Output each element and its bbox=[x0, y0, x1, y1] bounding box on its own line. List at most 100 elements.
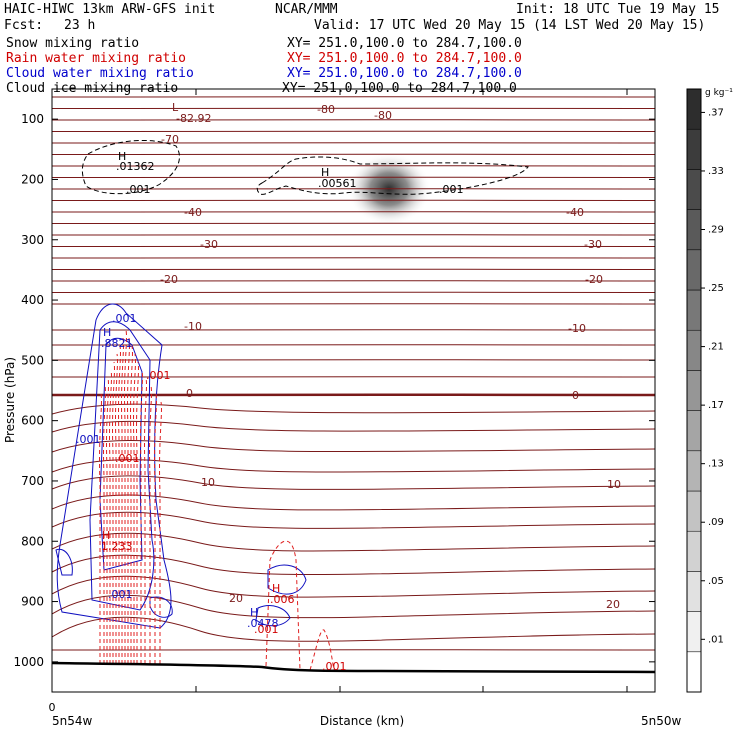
extrema-h2-value: .00561 bbox=[318, 177, 357, 190]
contour-label: .001 bbox=[146, 369, 171, 382]
rain-contour bbox=[309, 629, 335, 671]
rain-contour bbox=[99, 393, 102, 664]
plot-frame bbox=[51, 88, 656, 693]
isotherm-label: 20 bbox=[606, 598, 620, 611]
isotherm bbox=[52, 420, 655, 433]
ice-contour-right bbox=[256, 156, 529, 195]
isotherm bbox=[52, 222, 655, 225]
cloud-contour bbox=[89, 321, 155, 611]
isotherm bbox=[52, 532, 655, 552]
colorbar-tick-label: .01 bbox=[708, 634, 724, 645]
isotherm bbox=[52, 393, 655, 397]
colorbar-swatch bbox=[686, 88, 702, 130]
colorbar-tick-label: .21 bbox=[708, 342, 724, 353]
field-xy-snow: XY= 251.0,100.0 to 284.7,100.0 bbox=[287, 36, 522, 51]
isotherm bbox=[52, 494, 655, 511]
isotherm bbox=[52, 107, 655, 110]
isotherm bbox=[52, 280, 655, 282]
y-tick-label: 700 bbox=[21, 474, 44, 488]
header-fcst-label: Fcst: bbox=[4, 18, 43, 33]
colorbar-frame bbox=[686, 88, 702, 693]
isotherm bbox=[52, 575, 655, 598]
isotherm bbox=[52, 153, 655, 156]
isotherm bbox=[52, 359, 655, 361]
cloud-ice-contours bbox=[81, 139, 529, 195]
colorbar-swatch bbox=[686, 410, 702, 452]
isotherm bbox=[52, 594, 655, 619]
x-axis-zero-label: 0 bbox=[49, 701, 56, 714]
isotherm-label: -20 bbox=[160, 273, 178, 286]
isotherm bbox=[52, 176, 655, 179]
rain-contour bbox=[115, 353, 118, 664]
y-tick-label: 100 bbox=[21, 112, 44, 126]
rain-contour bbox=[124, 329, 127, 664]
colorbar-swatch bbox=[686, 370, 702, 411]
extrema-low-marker: L bbox=[172, 101, 179, 114]
colorbar-swatch bbox=[686, 169, 702, 210]
isotherm bbox=[52, 130, 655, 133]
extrema-low-value: -82.92 bbox=[176, 112, 211, 125]
isotherm bbox=[52, 649, 655, 651]
colorbar-swatch bbox=[686, 651, 702, 693]
contour-label: .001 bbox=[108, 588, 133, 601]
rain-contour bbox=[149, 385, 152, 664]
isotherm bbox=[52, 188, 655, 190]
colorbar-swatch bbox=[686, 209, 702, 251]
rain-contour bbox=[265, 540, 301, 671]
field-xy-rain: XY= 251.0,100.0 to 284.7,100.0 bbox=[287, 51, 522, 66]
isotherm bbox=[52, 291, 655, 294]
extrema-h3-value: .8821 bbox=[101, 337, 133, 350]
isotherm bbox=[52, 96, 655, 98]
isotherm-label: -10 bbox=[568, 322, 586, 335]
isotherm bbox=[52, 119, 655, 121]
cloud-contour bbox=[149, 596, 173, 618]
cloud-contour bbox=[267, 564, 307, 595]
y-tick-label: 200 bbox=[21, 172, 44, 186]
field-label-rain: Rain water mixing ratio bbox=[6, 51, 186, 66]
colorbar-tick-label: .33 bbox=[708, 166, 724, 177]
isotherm bbox=[52, 211, 655, 213]
isotherm bbox=[52, 234, 655, 236]
rain-contour bbox=[109, 369, 112, 664]
colorbar-swatch bbox=[686, 289, 702, 331]
colorbar-tick-label: .05 bbox=[708, 576, 724, 587]
colorbar-swatch bbox=[686, 490, 702, 532]
colorbar-swatch bbox=[686, 611, 702, 653]
contour-label: .001 bbox=[254, 623, 279, 636]
isotherm bbox=[52, 511, 655, 529]
cloud-contour bbox=[56, 303, 172, 629]
rain-water-small-contours bbox=[265, 540, 335, 671]
y-tick-label: 900 bbox=[21, 595, 44, 609]
header-center: NCAR/MMM bbox=[275, 2, 338, 17]
y-tick-label: 600 bbox=[21, 414, 44, 428]
extrema-h1-marker: H bbox=[118, 150, 126, 163]
isotherm bbox=[52, 245, 655, 248]
x-axis-title: Distance (km) bbox=[320, 714, 404, 728]
isotherm-label: -20 bbox=[585, 273, 603, 286]
header-fcst-value: 23 h bbox=[64, 18, 95, 33]
y-axis-title: Pressure (hPa) bbox=[3, 357, 17, 443]
cloud-contour bbox=[255, 605, 291, 627]
isotherm-label: -80 bbox=[317, 103, 335, 116]
rain-contour bbox=[130, 345, 133, 664]
header-init: Init: 18 UTC Tue 19 May 15 bbox=[516, 2, 720, 17]
isotherm-label: 0 bbox=[186, 387, 193, 400]
extrema-h4-marker: H bbox=[102, 529, 110, 542]
rain-contour bbox=[121, 337, 124, 664]
cloud-contour bbox=[55, 548, 73, 576]
contour-label: .001 bbox=[126, 183, 151, 196]
contour-label: .001 bbox=[439, 183, 464, 196]
extrema-h2-marker: H bbox=[321, 166, 329, 179]
isotherm-label: 10 bbox=[607, 478, 621, 491]
extrema-h6-value: .0478 bbox=[247, 617, 279, 630]
colorbar-tick-label: .25 bbox=[708, 283, 724, 294]
extrema-h1-value: .01362 bbox=[116, 160, 155, 173]
field-xy-cloud: XY= 251.0,100.0 to 284.7,100.0 bbox=[287, 66, 522, 81]
y-tick-label: 400 bbox=[21, 293, 44, 307]
isotherm-label: -30 bbox=[200, 238, 218, 251]
isotherm bbox=[52, 257, 655, 259]
rain-contour bbox=[103, 385, 106, 664]
field-label-cloud: Cloud water mixing ratio bbox=[6, 66, 194, 81]
isotherm bbox=[52, 344, 655, 346]
